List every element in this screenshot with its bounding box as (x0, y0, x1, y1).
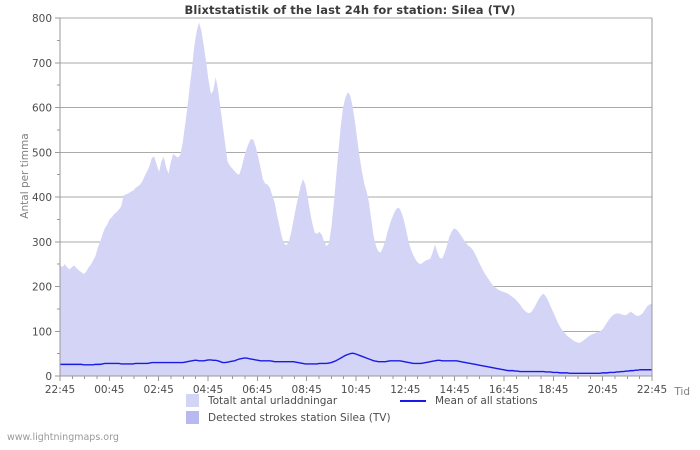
x-tick-labels-group: 22:45 00:45 02:45 04:45 06:45 08:45 10:45 12:45… (45, 384, 667, 396)
x-tick-label: 10:45 (341, 384, 371, 396)
x-tick-label: 22:45 (45, 384, 75, 396)
x-tick-label: 18:45 (538, 384, 568, 396)
area-series-path (60, 22, 652, 376)
y-tick-label: 300 (32, 237, 52, 249)
tick-marks-group (55, 17, 653, 381)
y-axis-label: Antal per timma (19, 133, 31, 219)
y-tick-label: 100 (32, 326, 52, 338)
x-axis-label: Tid (674, 386, 690, 398)
x-tick-label: 12:45 (390, 384, 420, 396)
x-tick-label: 08:45 (292, 384, 322, 396)
y-tick-label: 0 (45, 371, 52, 383)
y-tick-label: 200 (32, 282, 52, 294)
x-tick-label: 16:45 (489, 384, 519, 396)
legend-label-total: Totalt antal urladdningar (208, 394, 338, 407)
chart-title: Blixtstatistik of the last 24h for stati… (184, 3, 516, 17)
y-tick-label: 700 (32, 58, 52, 70)
legend-line-mean-icon (400, 399, 426, 402)
x-tick-label: 22:45 (637, 384, 667, 396)
x-tick-label: 04:45 (193, 384, 223, 396)
x-tick-label: 00:45 (94, 384, 124, 396)
legend-item-mean[interactable]: Mean of all stations (400, 395, 538, 407)
x-tick-label: 02:45 (144, 384, 174, 396)
legend-label-detected: Detected strokes station Silea (TV) (208, 411, 391, 424)
y-tick-label: 800 (32, 13, 52, 25)
legend-row-1: Totalt antal urladdningar Mean of all st… (186, 392, 656, 409)
x-tick-label: 20:45 (588, 384, 618, 396)
legend-label-mean: Mean of all stations (435, 394, 538, 407)
area-series-group (60, 22, 652, 376)
legend-swatch-detected-icon (186, 411, 199, 424)
mean-line-series-group (60, 352, 652, 375)
x-tick-label: 14:45 (440, 384, 470, 396)
legend-swatch-total-icon (186, 394, 199, 407)
x-tick-label: 06:45 (242, 384, 272, 396)
legend-row-2: Detected strokes station Silea (TV) (186, 409, 656, 426)
y-tick-labels-group: 0 100 200 300 400 500 600 700 800 (32, 13, 52, 383)
legend-item-detected[interactable]: Detected strokes station Silea (TV) (186, 411, 400, 424)
chart-legend: Totalt antal urladdningar Mean of all st… (186, 392, 656, 426)
legend-item-total[interactable]: Totalt antal urladdningar (186, 394, 400, 407)
mean-line-path (60, 352, 652, 375)
y-tick-label: 400 (32, 192, 52, 204)
y-tick-label: 600 (32, 103, 52, 115)
y-tick-label: 500 (32, 147, 52, 159)
site-watermark: www.lightningmaps.org (7, 432, 119, 443)
